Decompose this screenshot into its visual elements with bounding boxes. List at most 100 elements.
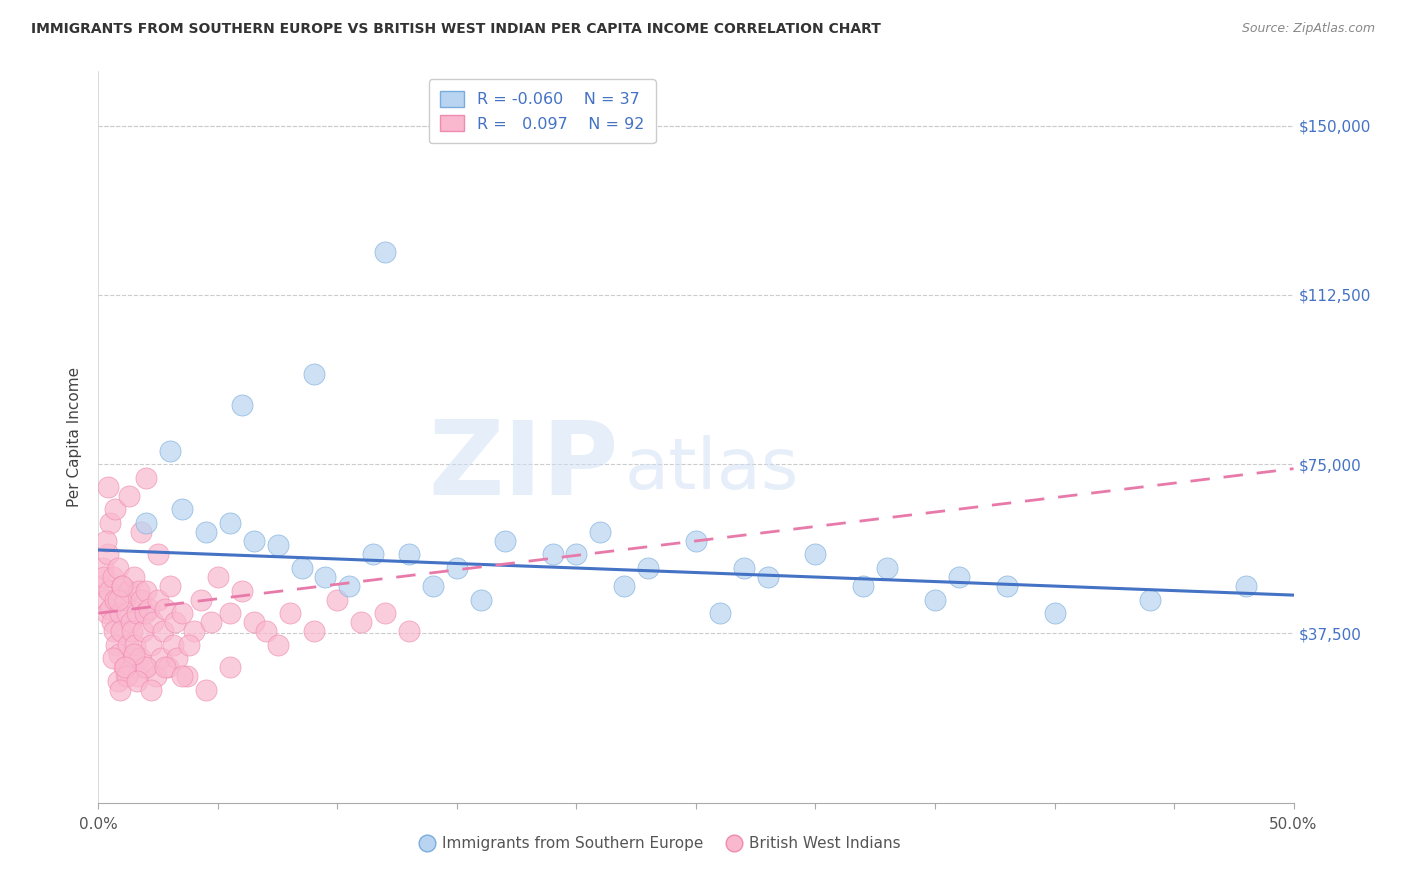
Point xyxy=(948,570,970,584)
Point xyxy=(219,660,242,674)
Point xyxy=(1043,606,1066,620)
Point xyxy=(494,533,516,548)
Point xyxy=(101,651,124,665)
Point xyxy=(374,244,396,259)
Point xyxy=(145,669,167,683)
Point xyxy=(114,660,136,674)
Point xyxy=(132,660,155,674)
Point xyxy=(219,516,242,530)
Point xyxy=(446,561,468,575)
Point xyxy=(115,606,138,620)
Point xyxy=(195,682,218,697)
Point xyxy=(278,606,301,620)
Point xyxy=(110,624,132,639)
Point xyxy=(128,583,150,598)
Point xyxy=(131,624,153,639)
Point xyxy=(398,548,420,562)
Text: IMMIGRANTS FROM SOUTHERN EUROPE VS BRITISH WEST INDIAN PER CAPITA INCOME CORRELA: IMMIGRANTS FROM SOUTHERN EUROPE VS BRITI… xyxy=(31,22,880,37)
Point xyxy=(93,570,115,584)
Point xyxy=(107,673,129,688)
Point xyxy=(637,561,659,575)
Point xyxy=(91,561,114,575)
Point xyxy=(1139,592,1161,607)
Point xyxy=(117,638,139,652)
Point xyxy=(125,673,148,688)
Point xyxy=(107,592,129,607)
Point xyxy=(131,524,153,539)
Point xyxy=(733,561,755,575)
Y-axis label: Per Capita Income: Per Capita Income xyxy=(67,367,83,508)
Text: Source: ZipAtlas.com: Source: ZipAtlas.com xyxy=(1241,22,1375,36)
Point xyxy=(135,516,157,530)
Point xyxy=(231,399,253,413)
Point xyxy=(148,548,170,562)
Point xyxy=(159,579,181,593)
Point xyxy=(176,669,198,683)
Point xyxy=(804,548,827,562)
Point xyxy=(200,615,222,630)
Point xyxy=(422,579,444,593)
Point xyxy=(112,660,135,674)
Point xyxy=(114,592,136,607)
Point xyxy=(156,660,179,674)
Point xyxy=(131,592,153,607)
Point xyxy=(142,615,165,630)
Text: ZIP: ZIP xyxy=(427,416,619,516)
Point xyxy=(91,579,114,593)
Point xyxy=(541,548,564,562)
Point xyxy=(254,624,277,639)
Point xyxy=(104,502,127,516)
Point xyxy=(374,606,396,620)
Point xyxy=(127,669,149,683)
Point xyxy=(138,601,160,615)
Point xyxy=(139,638,162,652)
Point xyxy=(129,651,152,665)
Point xyxy=(139,682,162,697)
Legend: Immigrants from Southern Europe, British West Indians: Immigrants from Southern Europe, British… xyxy=(413,830,907,857)
Point xyxy=(267,638,290,652)
Point xyxy=(118,583,141,598)
Point xyxy=(302,367,325,381)
Point xyxy=(166,651,188,665)
Point xyxy=(111,579,134,593)
Point xyxy=(172,669,194,683)
Point xyxy=(183,624,205,639)
Point xyxy=(685,533,707,548)
Point xyxy=(98,583,121,598)
Point xyxy=(589,524,612,539)
Point xyxy=(207,570,229,584)
Point xyxy=(98,516,122,530)
Point xyxy=(107,561,129,575)
Point xyxy=(100,615,122,630)
Point xyxy=(363,548,385,562)
Point xyxy=(101,570,124,584)
Point xyxy=(149,651,172,665)
Point xyxy=(162,638,184,652)
Point xyxy=(190,592,212,607)
Point xyxy=(135,471,157,485)
Point xyxy=(179,638,201,652)
Point xyxy=(148,592,170,607)
Point xyxy=(96,606,118,620)
Point xyxy=(97,548,120,562)
Point xyxy=(108,682,131,697)
Point xyxy=(152,624,174,639)
Point xyxy=(876,561,898,575)
Point xyxy=(315,570,337,584)
Point xyxy=(124,570,146,584)
Point xyxy=(103,624,125,639)
Point xyxy=(135,583,157,598)
Point xyxy=(155,660,177,674)
Point xyxy=(108,606,131,620)
Point xyxy=(350,615,373,630)
Point xyxy=(135,660,157,674)
Point xyxy=(172,502,194,516)
Point xyxy=(243,533,266,548)
Point xyxy=(94,592,117,607)
Point xyxy=(470,592,492,607)
Point xyxy=(97,480,120,494)
Point xyxy=(219,606,242,620)
Point xyxy=(231,583,253,598)
Point xyxy=(155,601,177,615)
Point xyxy=(995,579,1018,593)
